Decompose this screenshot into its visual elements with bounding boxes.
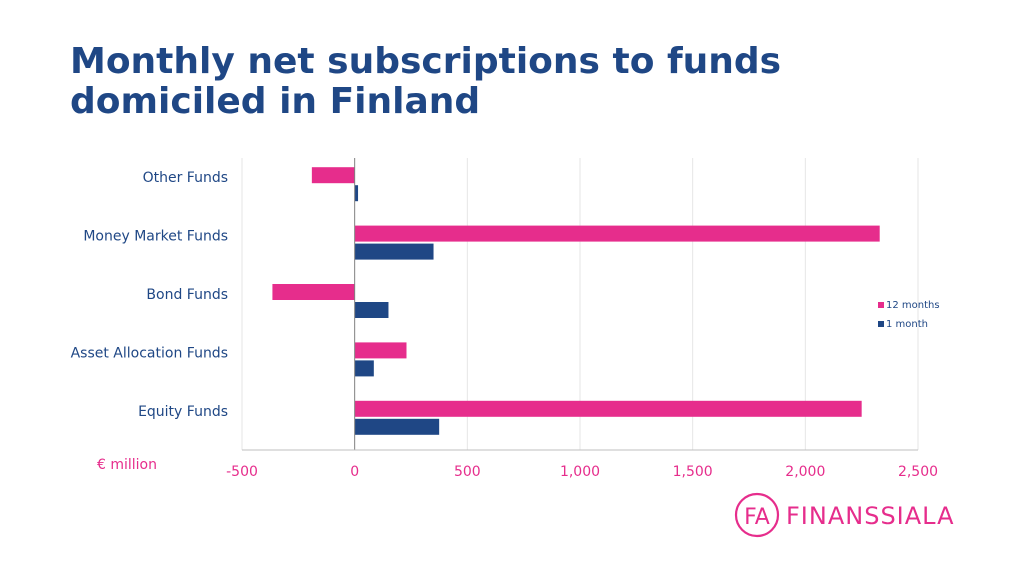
legend-swatch — [878, 321, 884, 327]
bar-1-month — [354, 360, 374, 377]
bar-1-month — [354, 418, 440, 435]
category-label: Bond Funds — [146, 287, 228, 303]
bar-12-months — [354, 400, 862, 417]
legend-label: 1 month — [886, 319, 928, 330]
tick-labels: -500 0 500 1,000 1,500 2,000 2,500 — [226, 464, 938, 480]
bar-1-month — [354, 185, 359, 202]
bar-1-month — [354, 243, 434, 260]
legend-swatch — [878, 302, 884, 308]
x-tick-label: 1,500 — [673, 464, 713, 480]
bar-12-months — [354, 225, 880, 242]
category-label: Equity Funds — [138, 404, 228, 420]
logo-circle — [734, 492, 780, 538]
logo-mark: FA — [744, 505, 770, 530]
x-tick-label: 1,000 — [560, 464, 600, 480]
axes — [242, 158, 918, 451]
category-label: Other Funds — [143, 170, 228, 186]
bars — [272, 167, 880, 435]
x-tick-label: 2,500 — [898, 464, 938, 480]
bar-1-month — [354, 302, 389, 318]
finanssiala-logo: FA FINANSSIALA — [734, 492, 955, 538]
category-label: Money Market Funds — [83, 229, 228, 245]
bar-12-months — [272, 284, 355, 300]
unit-label: € million — [97, 457, 157, 473]
logo-wordmark: FINANSSIALA — [786, 502, 955, 530]
x-tick-label: 0 — [350, 464, 359, 480]
legend-label: 12 months — [886, 300, 940, 311]
category-labels: Other Funds Money Market Funds Bond Funds A… — [71, 170, 228, 420]
category-label: Asset Allocation Funds — [71, 345, 228, 361]
bar-12-months — [354, 342, 407, 359]
title-line-1: Monthly net subscriptions to funds — [70, 41, 782, 82]
x-tick-label: -500 — [226, 464, 258, 480]
x-tick-label: 500 — [454, 464, 481, 480]
title-line-2: domiciled in Finland — [70, 81, 481, 122]
bar-12-months — [311, 167, 355, 184]
page-title: Monthly net subscriptions to funds domic… — [70, 42, 870, 122]
legend: 12 months 1 month — [878, 300, 940, 330]
x-tick-label: 2,000 — [785, 464, 825, 480]
